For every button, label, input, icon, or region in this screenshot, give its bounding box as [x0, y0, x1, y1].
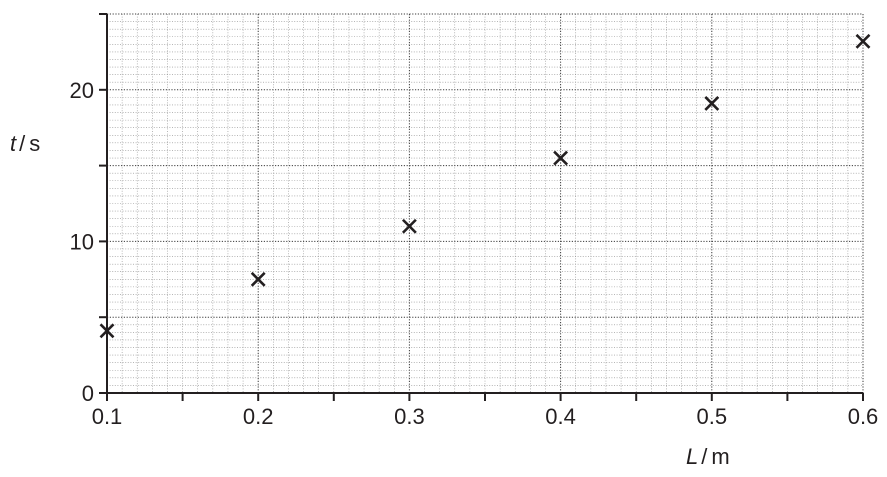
- y-tick-label: 20: [70, 78, 94, 103]
- cross-stroke: [99, 323, 115, 339]
- data-point-cross: [553, 150, 569, 166]
- data-point-cross: [855, 33, 871, 49]
- data-points: [99, 33, 871, 339]
- x-tick-label: 0.6: [848, 404, 879, 429]
- x-tick-labels: 0.1 0.2 0.3 0.4 0.5 0.6: [92, 404, 879, 429]
- x-axis-label: L / m: [686, 444, 730, 469]
- cross-stroke: [704, 96, 720, 111]
- x-axis-unit: m: [711, 444, 729, 469]
- y-axis-slash: /: [19, 131, 26, 156]
- y-tick-label: 10: [70, 229, 94, 254]
- data-point-cross: [704, 96, 720, 111]
- x-axis-slash: /: [701, 444, 708, 469]
- y-tick-labels: 0 10 20: [70, 78, 94, 406]
- data-point-cross: [99, 323, 115, 339]
- y-axis-symbol: t: [10, 131, 17, 156]
- y-axis-label: t / s: [10, 131, 40, 156]
- x-tick-label: 0.3: [394, 404, 425, 429]
- x-axis-symbol: L: [686, 444, 698, 469]
- axes: [99, 13, 864, 401]
- minor-gridlines: [107, 14, 863, 393]
- cross-stroke: [855, 33, 871, 49]
- data-point-cross: [401, 218, 417, 234]
- data-point-cross: [250, 271, 266, 287]
- cross-stroke: [250, 271, 266, 287]
- cross-stroke: [553, 150, 569, 166]
- y-tick-label: 0: [82, 381, 94, 406]
- x-tick-label: 0.1: [92, 404, 123, 429]
- x-tick-label: 0.2: [243, 404, 274, 429]
- y-axis-unit: s: [29, 131, 40, 156]
- x-tick-label: 0.4: [545, 404, 576, 429]
- cross-stroke: [401, 218, 417, 234]
- x-tick-label: 0.5: [697, 404, 728, 429]
